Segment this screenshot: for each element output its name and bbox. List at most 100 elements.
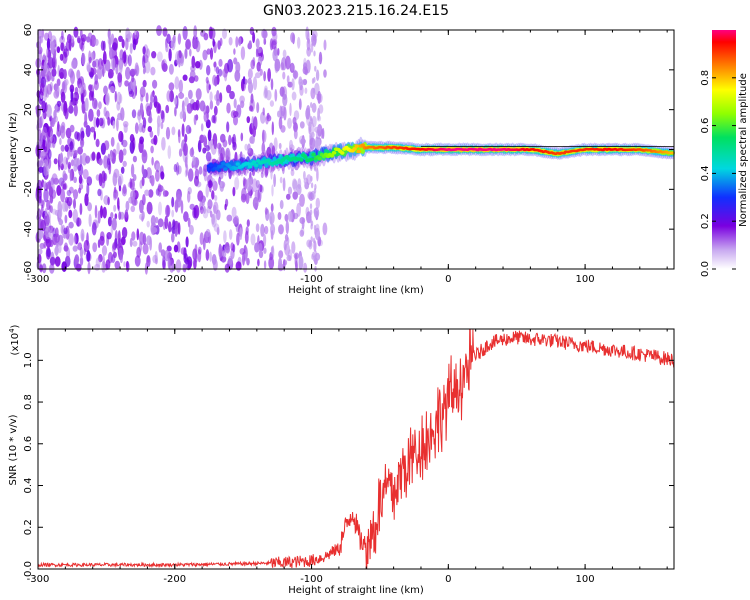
noise-mark (93, 116, 97, 128)
noise-mark (128, 90, 135, 98)
noise-mark (63, 48, 70, 58)
noise-mark (53, 109, 57, 120)
noise-mark (214, 76, 218, 87)
noise-mark (206, 80, 210, 94)
noise-mark (228, 134, 232, 146)
noise-mark (314, 229, 317, 235)
noise-mark (271, 26, 277, 37)
noise-mark (100, 40, 105, 51)
noise-mark (102, 50, 107, 65)
x-tick-label: 100 (576, 574, 595, 585)
noise-mark (41, 113, 44, 125)
noise-mark (58, 153, 63, 167)
noise-mark (171, 209, 175, 218)
noise-mark (209, 251, 212, 262)
noise-mark (192, 207, 197, 219)
noise-mark (141, 176, 145, 187)
noise-mark (167, 145, 172, 160)
noise-mark (117, 230, 121, 244)
noise-mark (233, 115, 238, 126)
noise-mark (150, 91, 155, 103)
snr-frame (37, 328, 675, 570)
noise-mark (172, 34, 176, 44)
ridge-mark (360, 143, 365, 147)
noise-mark (218, 68, 223, 77)
noise-mark (224, 203, 227, 211)
noise-mark (271, 165, 275, 172)
noise-mark (313, 76, 316, 83)
noise-mark (97, 210, 101, 224)
noise-mark (244, 143, 248, 151)
noise-mark (271, 121, 274, 136)
noise-mark (122, 51, 127, 64)
noise-mark (261, 28, 267, 39)
noise-mark (110, 212, 114, 219)
noise-mark (168, 63, 174, 75)
noise-mark (103, 140, 110, 151)
noise-mark (202, 49, 208, 61)
noise-mark (310, 236, 313, 243)
noise-mark (39, 263, 43, 273)
noise-mark (277, 212, 282, 220)
noise-mark (307, 31, 310, 44)
noise-mark (316, 168, 319, 182)
noise-mark (44, 208, 48, 217)
noise-mark (125, 260, 129, 269)
noise-mark (216, 226, 220, 236)
noise-mark (66, 189, 72, 197)
noise-mark (309, 203, 313, 210)
noise-mark (259, 184, 263, 193)
noise-mark (55, 83, 60, 98)
ridge-mark (299, 158, 304, 162)
noise-mark (171, 126, 176, 136)
noise-mark (59, 53, 64, 61)
noise-mark (232, 110, 239, 118)
y-tick-label: 0.0 (23, 561, 34, 577)
noise-mark (109, 85, 115, 93)
noise-mark (218, 143, 222, 155)
noise-mark (310, 102, 313, 108)
noise-mark (117, 197, 120, 210)
noise-mark (69, 124, 75, 133)
noise-mark (316, 115, 322, 122)
noise-mark (91, 151, 96, 161)
noise-mark (74, 232, 79, 245)
noise-mark (70, 69, 74, 79)
noise-mark (175, 259, 182, 273)
noise-mark (95, 257, 101, 268)
noise-mark (161, 110, 165, 123)
noise-mark (299, 121, 305, 129)
noise-mark (184, 257, 190, 265)
noise-mark (299, 217, 306, 224)
noise-mark (235, 261, 242, 271)
noise-mark (251, 178, 258, 193)
snr-x-ticks: -300 -200 -100 0 100 (27, 329, 668, 585)
noise-mark (248, 105, 254, 112)
noise-mark (269, 211, 275, 225)
noise-mark (95, 117, 100, 128)
colorbar-tick-label: 0.4 (700, 165, 711, 181)
noise-mark (109, 47, 114, 60)
noise-mark (51, 208, 57, 215)
noise-mark (107, 153, 111, 166)
noise-mark (43, 241, 47, 249)
noise-mark (232, 141, 237, 151)
noise-mark (270, 223, 276, 236)
noise-mark (265, 90, 272, 101)
noise-mark (64, 79, 69, 86)
ridge-mark (356, 149, 361, 154)
noise-mark (188, 89, 193, 100)
noise-mark (309, 133, 312, 139)
noise-mark (131, 68, 137, 76)
noise-mark (130, 178, 135, 191)
noise-mark (269, 100, 274, 107)
noise-mark (120, 107, 125, 121)
noise-mark (130, 163, 135, 178)
noise-mark (221, 250, 227, 258)
ridge-mark (247, 165, 253, 169)
noise-mark (256, 61, 261, 72)
noise-mark (176, 193, 182, 208)
noise-mark (288, 249, 293, 262)
noise-mark (254, 242, 260, 253)
noise-mark (110, 223, 114, 236)
